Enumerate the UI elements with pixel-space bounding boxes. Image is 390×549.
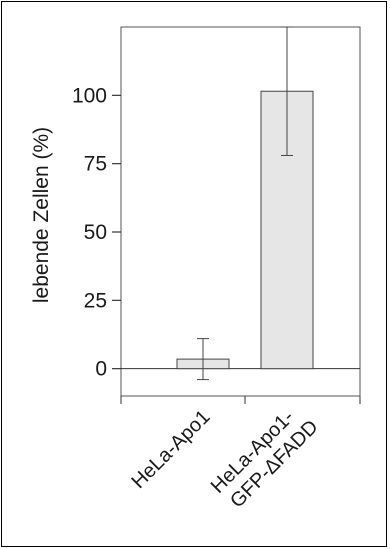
x-category-label: HeLa-Apo1-GFP-ΔFADD (207, 399, 323, 515)
plot-border (120, 26, 361, 397)
y-tick-label: 75 (84, 153, 107, 176)
y-tick-label: 100 (72, 84, 107, 107)
y-tick-label: 50 (84, 221, 107, 244)
y-tick-label: 0 (95, 358, 107, 381)
x-category-label: HeLa-Apo1 (127, 406, 214, 493)
x-category-label-line: HeLa-Apo1 (127, 406, 214, 493)
y-tick-label: 25 (84, 289, 107, 312)
y-axis-title: lebende Zellen (%) (30, 127, 53, 303)
